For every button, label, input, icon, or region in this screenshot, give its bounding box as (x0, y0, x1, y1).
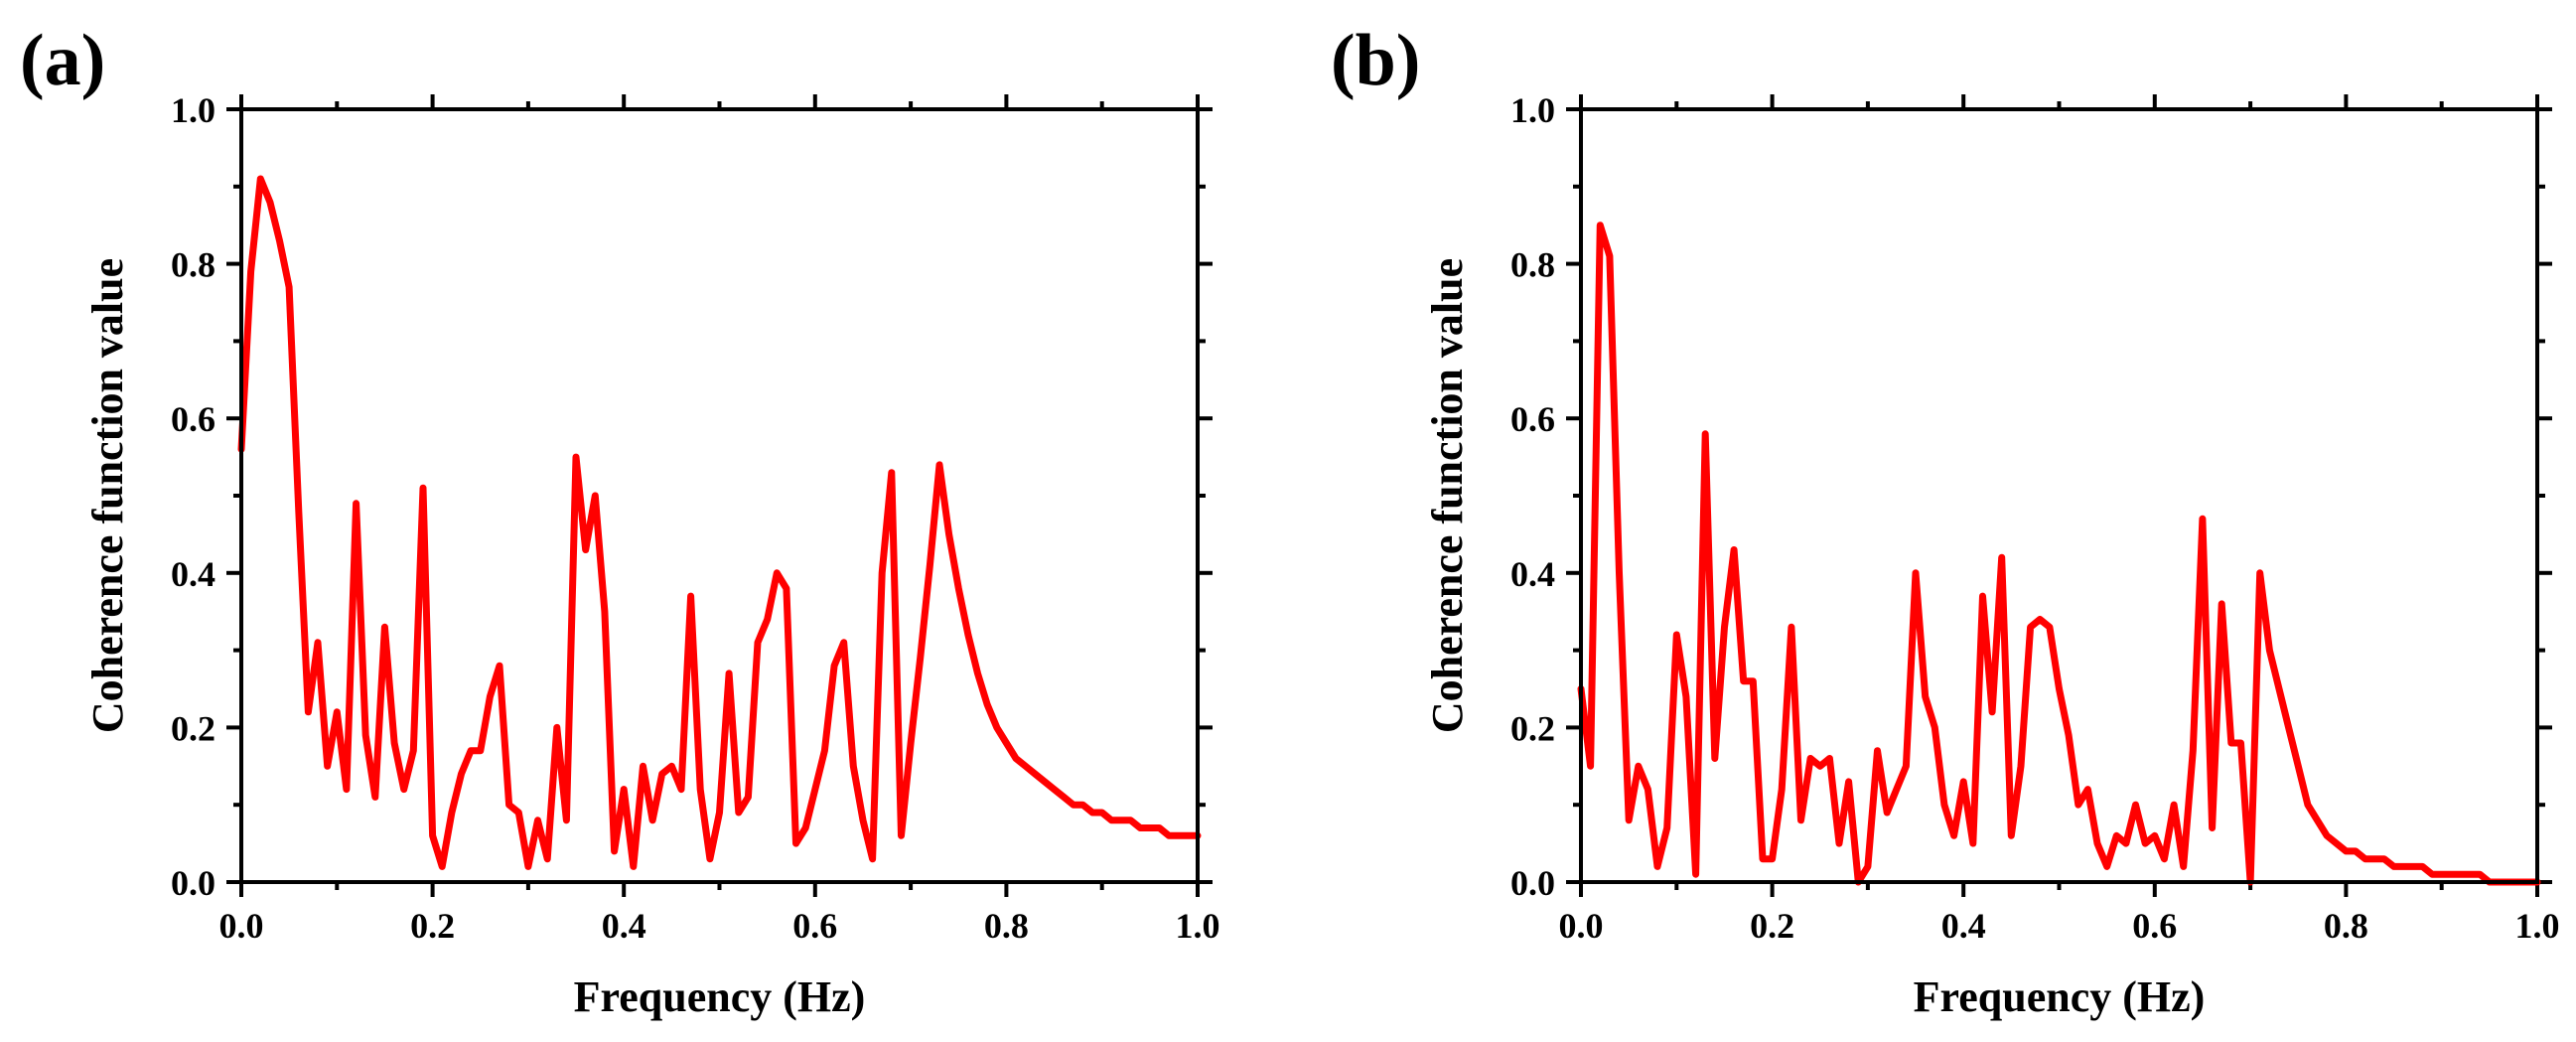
panel-a-label: (a) (20, 20, 105, 101)
panel-b-plot-frame (1579, 107, 2539, 884)
panel-b-tick-labels: 0.0 0.2 0.4 0.6 0.8 1.0 0.0 0.2 0.4 0.6 0.8 1.0 (1510, 90, 2560, 946)
panel-a-ticks (226, 94, 1213, 897)
panel-a-y-tick-label: 0.6 (171, 399, 215, 439)
panel-b-x-tick-label: 0.0 (1559, 906, 1604, 946)
panel-a-x-tick-label: 0.8 (984, 906, 1029, 946)
panel-b-x-tick-label: 0.8 (2324, 906, 2368, 946)
panel-b-y-tick-label: 0.8 (1510, 245, 1555, 285)
panel-b-coherence-line (1577, 222, 2541, 886)
panel-b-y-tick-label: 1.0 (1510, 90, 1555, 130)
panel-a-y-tick-label: 0.0 (171, 863, 215, 903)
panel-b-x-axis-title: Frequency (Hz) (1914, 972, 2206, 1021)
panel-a-x-tick-label: 0.2 (410, 906, 455, 946)
panel-a-x-tick-label: 0.6 (792, 906, 837, 946)
panel-a-y-axis-title: Coherence function value (83, 258, 132, 733)
panel-b-label: (b) (1331, 20, 1420, 101)
panel-b-x-tick-label: 0.2 (1750, 906, 1794, 946)
panel-a: (a) 0.0 0.2 0.4 0.6 0.8 1.0 0.0 0.2 0.4 0.6 0.8 1.0… (20, 20, 1220, 1021)
panel-b-x-tick-label: 0.6 (2132, 906, 2177, 946)
panel-b-y-tick-label: 0.0 (1510, 863, 1555, 903)
panel-b-x-tick-label: 0.4 (1941, 906, 1986, 946)
panel-b-y-tick-label: 0.2 (1510, 708, 1555, 748)
panel-a-y-tick-label: 0.8 (171, 245, 215, 285)
panel-a-y-tick-label: 0.4 (171, 554, 215, 594)
panel-a-y-tick-label: 0.2 (171, 708, 215, 748)
panel-a-plot-frame (239, 107, 1200, 884)
panel-b-y-axis-title: Coherence function value (1423, 258, 1472, 733)
panel-a-coherence-line (237, 175, 1202, 870)
panel-a-x-tick-label: 0.4 (602, 906, 646, 946)
panel-b-y-tick-label: 0.4 (1510, 554, 1555, 594)
panel-a-x-tick-label: 1.0 (1176, 906, 1220, 946)
panel-a-y-tick-label: 1.0 (171, 90, 215, 130)
panel-a-tick-labels: 0.0 0.2 0.4 0.6 0.8 1.0 0.0 0.2 0.4 0.6 0.8 1.0 (171, 90, 1220, 946)
panel-b-y-tick-label: 0.6 (1510, 399, 1555, 439)
panel-a-x-tick-label: 0.0 (219, 906, 264, 946)
panel-a-x-axis-title: Frequency (Hz) (574, 972, 866, 1021)
panel-b-x-tick-label: 1.0 (2515, 906, 2560, 946)
panel-b: (b) 0.0 0.2 0.4 0.6 0.8 1.0 0.0 0.2 0.4 0.6 0.8 1.0… (1331, 20, 2560, 1021)
